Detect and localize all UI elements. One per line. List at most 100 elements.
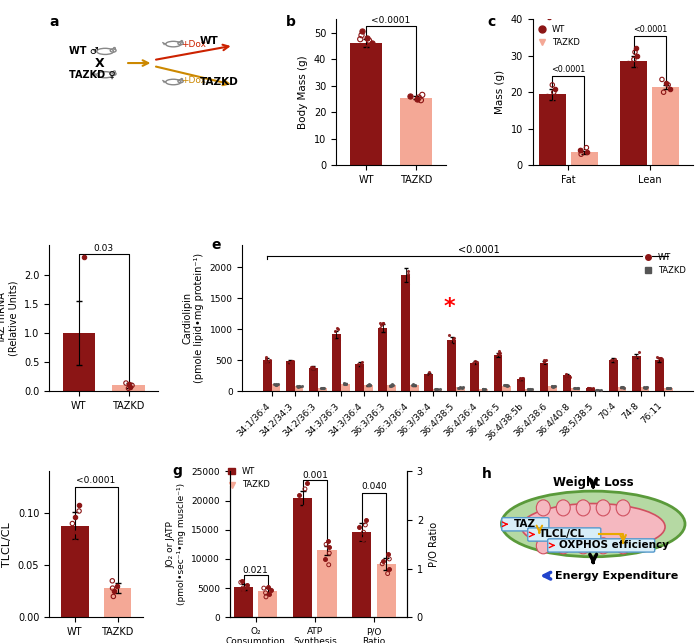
Point — [364, 379, 375, 390]
Point — [323, 536, 334, 547]
Point — [573, 383, 584, 393]
Bar — [350, 43, 382, 165]
Point — [402, 271, 414, 282]
Point — [265, 355, 276, 365]
Point — [120, 378, 132, 388]
Text: <0.0001: <0.0001 — [76, 476, 116, 485]
Point — [299, 502, 310, 512]
Bar — [286, 361, 295, 391]
Point — [356, 357, 368, 367]
Point — [444, 330, 455, 340]
Point — [365, 380, 376, 390]
Point — [526, 384, 537, 394]
Ellipse shape — [596, 500, 610, 516]
Point — [575, 149, 587, 159]
Point — [480, 384, 491, 394]
Point — [412, 94, 423, 104]
Point — [454, 383, 465, 393]
Point — [539, 361, 550, 371]
Text: <0.0001: <0.0001 — [372, 16, 411, 25]
Point — [539, 357, 550, 367]
Point — [237, 576, 248, 586]
Point — [321, 539, 332, 550]
Point — [582, 383, 594, 394]
Point — [352, 359, 363, 369]
Bar — [258, 591, 277, 617]
Point — [353, 522, 364, 532]
Point — [629, 354, 641, 365]
Point — [407, 379, 418, 390]
Point — [564, 372, 575, 382]
Point — [358, 527, 369, 538]
Point — [316, 383, 328, 394]
Point — [374, 318, 386, 329]
Point — [502, 380, 513, 390]
Point — [235, 586, 246, 596]
Text: c: c — [488, 15, 496, 29]
Point — [293, 381, 304, 391]
Point — [639, 383, 650, 393]
Point — [587, 383, 598, 393]
Point — [416, 90, 428, 100]
Point — [662, 383, 673, 393]
Point — [522, 383, 533, 394]
Point — [70, 537, 81, 547]
Point — [641, 382, 652, 392]
Text: h: h — [482, 467, 491, 481]
Text: +Dox: +Dox — [181, 40, 206, 49]
Text: <0.0001: <0.0001 — [551, 65, 585, 74]
Point — [375, 320, 386, 331]
Bar — [540, 363, 548, 391]
Point — [356, 539, 367, 550]
Bar — [234, 587, 253, 617]
Point — [74, 500, 85, 510]
Point — [457, 382, 468, 392]
Point — [616, 382, 627, 392]
Point — [494, 348, 505, 358]
Point — [384, 554, 395, 564]
Bar — [378, 328, 387, 391]
Text: g: g — [173, 464, 183, 478]
Bar — [517, 379, 526, 391]
Text: 0.040: 0.040 — [361, 482, 387, 491]
Text: <0.0001: <0.0001 — [458, 245, 500, 255]
Bar — [620, 61, 648, 165]
Point — [499, 380, 510, 390]
Text: Weight Loss: Weight Loss — [553, 476, 634, 489]
Bar — [293, 498, 312, 617]
Text: OXPHOS efficiency: OXPHOS efficiency — [559, 540, 669, 550]
Point — [260, 352, 272, 362]
Point — [260, 592, 272, 602]
Point — [363, 379, 374, 390]
Y-axis label: Body Mass (g): Body Mass (g) — [298, 55, 308, 129]
Point — [619, 383, 630, 393]
Point — [300, 484, 311, 494]
Bar — [548, 386, 557, 391]
Point — [366, 38, 377, 48]
Point — [656, 353, 667, 363]
Point — [385, 381, 396, 391]
Point — [582, 383, 594, 393]
Point — [406, 379, 417, 390]
Point — [457, 383, 468, 393]
Point — [260, 354, 272, 364]
Point — [550, 96, 561, 107]
Point — [575, 145, 587, 156]
Bar — [377, 564, 395, 617]
Point — [318, 383, 329, 393]
Text: WT ♂: WT ♂ — [69, 46, 99, 57]
Point — [323, 559, 335, 570]
FancyBboxPatch shape — [502, 518, 549, 531]
Point — [449, 333, 460, 343]
Text: b: b — [286, 15, 296, 29]
Point — [270, 379, 281, 389]
Bar — [570, 152, 598, 165]
Point — [593, 385, 604, 395]
Point — [546, 381, 557, 391]
Point — [631, 43, 642, 53]
Point — [364, 379, 375, 390]
Point — [238, 584, 249, 594]
Point — [237, 583, 248, 593]
Bar — [571, 388, 580, 391]
Point — [539, 355, 550, 365]
